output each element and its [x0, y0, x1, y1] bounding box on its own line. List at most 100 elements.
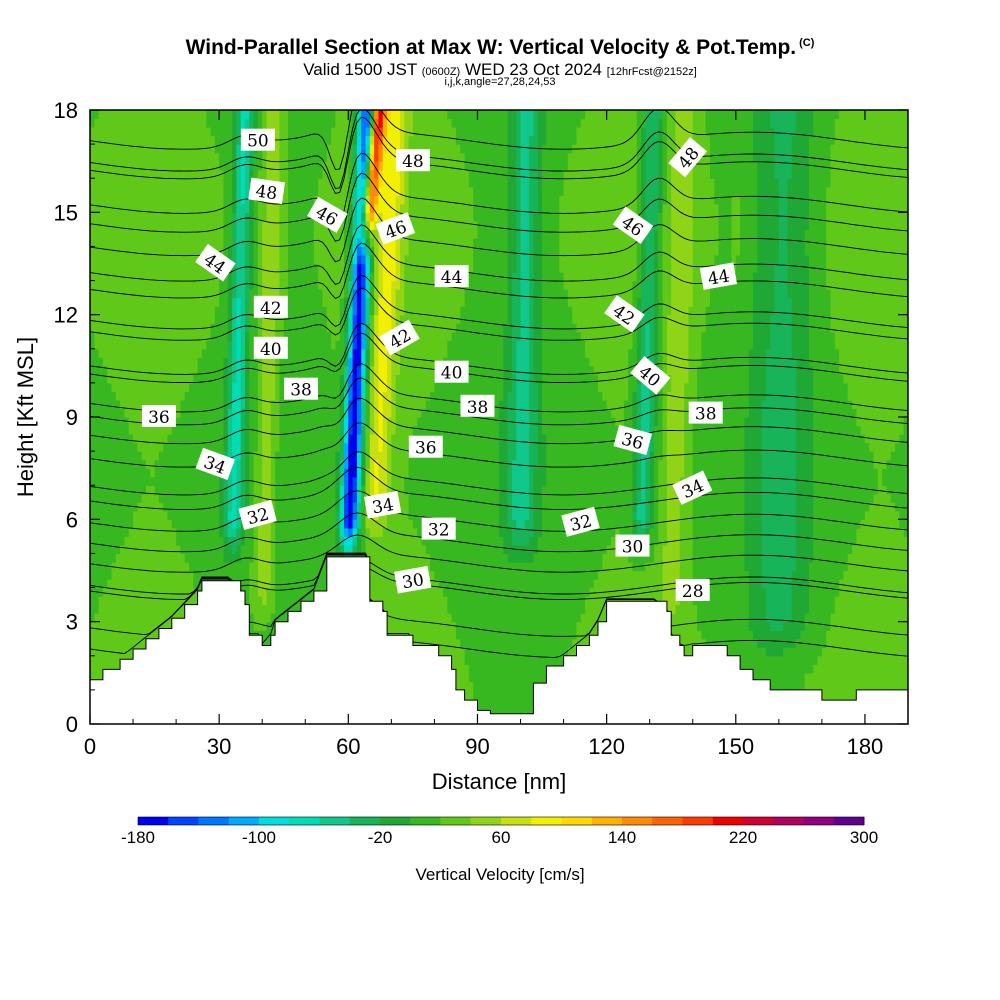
- w-cell: [98, 306, 104, 316]
- w-cell: [253, 553, 259, 563]
- w-cell: [115, 365, 121, 375]
- w-cell: [283, 365, 289, 375]
- w-cell: [270, 451, 276, 461]
- w-cell: [163, 442, 169, 452]
- w-cell: [180, 280, 186, 290]
- w-cell: [318, 382, 324, 393]
- w-cell: [201, 127, 207, 137]
- w-cell: [219, 340, 225, 350]
- w-cell: [270, 203, 276, 213]
- w-cell: [270, 254, 276, 265]
- w-cell: [219, 161, 225, 171]
- w-cell: [137, 391, 143, 401]
- w-cell: [257, 485, 263, 495]
- w-cell: [107, 425, 113, 435]
- w-cell: [292, 110, 298, 120]
- w-cell: [111, 587, 117, 597]
- w-cell: [107, 169, 113, 179]
- w-cell: [279, 254, 285, 265]
- w-cell: [94, 493, 100, 503]
- w-cell: [344, 254, 349, 265]
- w-cell: [283, 434, 289, 444]
- w-cell: [240, 399, 246, 410]
- w-cell: [326, 297, 332, 307]
- w-cell: [279, 237, 285, 248]
- w-cell: [382, 425, 388, 435]
- w-cell: [322, 476, 328, 486]
- w-cell: [339, 127, 345, 137]
- w-cell: [331, 536, 336, 546]
- w-cell: [201, 186, 207, 196]
- w-cell: [197, 306, 203, 316]
- w-cell: [356, 161, 362, 171]
- w-cell: [335, 510, 341, 520]
- w-cell: [270, 408, 276, 418]
- w-cell: [244, 493, 250, 503]
- w-cell: [262, 118, 268, 128]
- w-cell: [180, 587, 186, 597]
- w-cell: [296, 280, 302, 290]
- w-cell: [102, 357, 108, 367]
- w-cell: [223, 323, 229, 333]
- w-cell: [236, 553, 242, 563]
- w-cell: [201, 485, 207, 495]
- w-cell: [90, 323, 95, 333]
- w-cell: [227, 127, 233, 137]
- w-cell: [154, 203, 160, 213]
- w-cell: [262, 476, 268, 486]
- w-cell: [305, 340, 311, 350]
- w-cell: [232, 289, 237, 299]
- w-cell: [158, 110, 164, 120]
- w-cell: [232, 553, 237, 563]
- w-cell: [227, 161, 233, 171]
- w-cell: [318, 110, 324, 120]
- w-cell: [249, 570, 255, 580]
- w-cell: [232, 229, 237, 239]
- w-cell: [288, 135, 293, 145]
- w-cell: [128, 212, 134, 222]
- w-cell: [356, 357, 362, 367]
- w-cell: [154, 195, 160, 205]
- w-cell: [339, 178, 345, 188]
- w-cell: [98, 570, 104, 580]
- w-cell: [382, 152, 388, 162]
- w-cell: [206, 570, 212, 580]
- w-cell: [210, 306, 216, 316]
- w-cell: [115, 195, 121, 205]
- w-cell: [369, 451, 375, 461]
- w-cell: [374, 519, 380, 529]
- w-cell: [318, 459, 324, 469]
- w-cell: [124, 110, 130, 120]
- w-cell: [296, 502, 302, 512]
- w-cell: [197, 417, 203, 427]
- w-cell: [197, 536, 203, 546]
- w-cell: [189, 220, 194, 230]
- w-cell: [309, 323, 315, 333]
- w-cell: [94, 212, 100, 222]
- w-cell: [206, 374, 212, 384]
- w-cell: [348, 468, 354, 478]
- w-cell: [90, 604, 95, 614]
- w-cell: [133, 476, 138, 486]
- w-cell: [313, 254, 319, 265]
- w-cell: [128, 186, 134, 196]
- w-cell: [223, 510, 229, 520]
- w-cell: [201, 110, 207, 120]
- w-cell: [223, 502, 229, 512]
- w-cell: [163, 314, 169, 324]
- w-cell: [339, 459, 345, 469]
- w-cell: [253, 417, 259, 427]
- w-cell: [365, 272, 371, 282]
- w-cell: [300, 203, 306, 213]
- w-cell: [262, 604, 268, 614]
- w-cell: [150, 604, 156, 614]
- w-cell: [90, 655, 95, 665]
- w-cell: [257, 621, 263, 631]
- w-cell: [145, 237, 151, 248]
- w-cell: [352, 544, 358, 555]
- w-cell: [322, 459, 328, 469]
- w-cell: [292, 178, 298, 188]
- w-cell: [387, 621, 392, 631]
- w-cell: [240, 186, 246, 196]
- w-cell: [288, 425, 293, 435]
